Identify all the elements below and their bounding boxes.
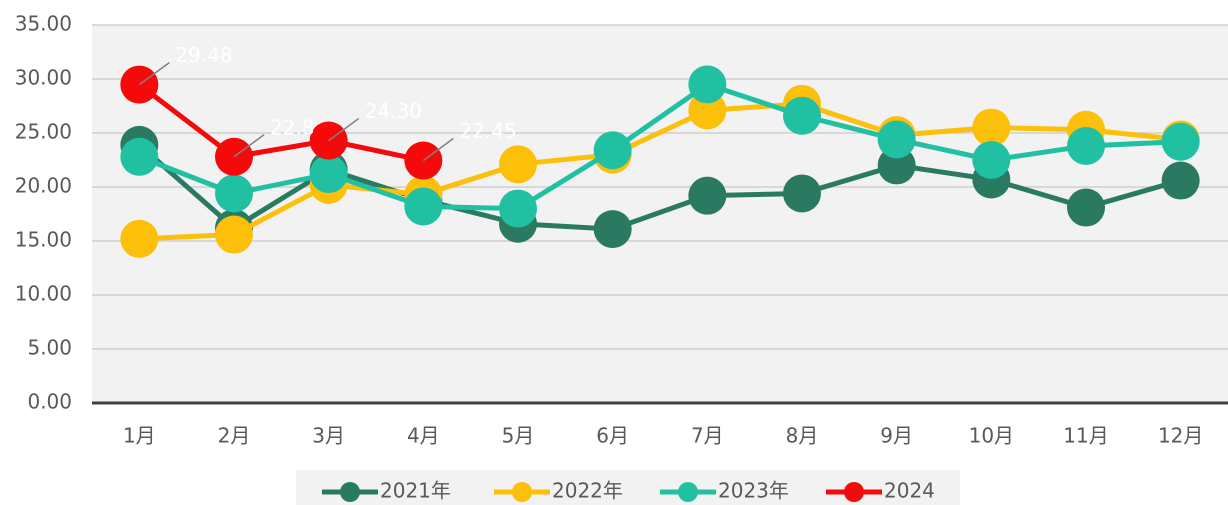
x-tick-label: 12月 [1158, 424, 1203, 448]
y-tick-label: 20.00 [15, 174, 72, 198]
legend-label: 2024 [884, 479, 935, 503]
data-label: 24.30 [365, 99, 422, 123]
point [877, 120, 916, 159]
leader-line [233, 134, 265, 158]
x-tick-label: 2月 [218, 424, 251, 448]
y-tick-label: 35.00 [15, 12, 72, 36]
y-tick-label: 10.00 [15, 282, 72, 306]
point [593, 131, 632, 170]
x-tick-label: 3月 [312, 424, 345, 448]
y-tick-label: 25.00 [15, 120, 72, 144]
point [1067, 188, 1105, 227]
point [215, 215, 253, 254]
point [499, 189, 537, 228]
legend-label: 2023年 [718, 479, 789, 503]
point [972, 141, 1011, 179]
leader-line [328, 117, 360, 142]
point [120, 219, 159, 258]
x-tick-label: 4月 [407, 424, 440, 448]
y-tick-label: 0.00 [27, 390, 72, 414]
x-tick-label: 10月 [969, 424, 1014, 448]
x-tick-label: 9月 [880, 424, 913, 448]
legend-marker [844, 482, 864, 502]
x-tick-label: 1月 [123, 424, 156, 448]
data-label: 22.45 [459, 119, 516, 143]
point [309, 155, 348, 194]
point [783, 174, 821, 213]
point [688, 176, 727, 215]
point [1161, 161, 1200, 200]
x-tick-label: 8月 [786, 424, 819, 448]
point [972, 108, 1011, 147]
point [499, 145, 537, 184]
legend-marker [678, 482, 698, 502]
x-tick-label: 6月 [596, 424, 629, 448]
legend-label: 2022年 [552, 479, 623, 503]
data-label: 22.8 [270, 115, 315, 139]
leader-line [138, 62, 170, 86]
point [688, 65, 727, 104]
point [1161, 122, 1200, 161]
x-tick-label: 5月 [502, 424, 535, 448]
x-tick-label: 7月 [691, 424, 724, 448]
point [783, 96, 821, 135]
point [593, 210, 632, 249]
series-line [137, 82, 424, 163]
legend-marker [512, 482, 532, 502]
y-tick-label: 15.00 [15, 228, 72, 252]
point [1067, 126, 1105, 165]
point [120, 137, 159, 176]
y-tick-label: 5.00 [27, 336, 72, 360]
data-label: 29.48 [175, 43, 232, 67]
x-tick-label: 11月 [1063, 424, 1108, 448]
point [404, 187, 443, 226]
legend-marker [340, 482, 360, 502]
point [215, 174, 253, 213]
legend-label: 2021年 [380, 479, 451, 503]
leader-line [422, 137, 454, 162]
y-tick-label: 30.00 [15, 66, 72, 90]
